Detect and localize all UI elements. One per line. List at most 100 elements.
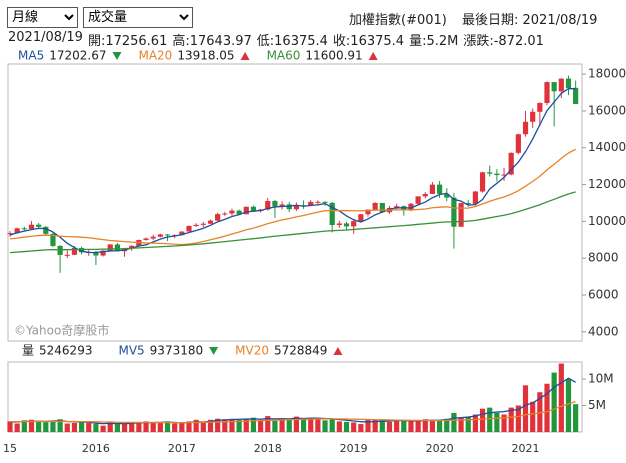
volume-bar (372, 419, 378, 432)
volume-bar (508, 407, 514, 432)
y-tick-label: 10M (588, 371, 614, 385)
candle-body (444, 193, 450, 198)
volume-bar (465, 416, 471, 432)
quote-item: 2021/08/19 (8, 30, 83, 45)
volume-bar (136, 421, 142, 432)
candle-body (522, 121, 529, 135)
mv-line (10, 401, 576, 424)
candle-body (394, 206, 400, 208)
volume-bar (329, 418, 335, 432)
volume-bar (164, 421, 171, 432)
y-tick-label: 16000 (588, 103, 626, 117)
volume-bar (172, 423, 178, 432)
candle-body (451, 197, 457, 227)
x-tick-label: 2017 (168, 442, 196, 455)
volume-bar (444, 418, 450, 432)
volume-bar (472, 414, 478, 432)
volume-bar (336, 421, 342, 432)
legend-name: 量 (22, 344, 34, 358)
ma-line (9, 148, 576, 246)
volume-bar (551, 372, 557, 432)
candle-body (7, 233, 13, 235)
legend-name: MA20 (138, 49, 172, 63)
candle-body (179, 231, 185, 236)
candle-body (437, 184, 443, 194)
legend-value: 5246293 (39, 344, 92, 358)
indicator-select[interactable]: 成交量 (83, 7, 193, 28)
volume-bar (28, 419, 35, 432)
volume-bar (522, 385, 529, 432)
volume-bar (207, 419, 214, 432)
volume-bar (157, 422, 163, 432)
candle-body (422, 193, 428, 197)
candle-body (551, 82, 557, 92)
candle-body (164, 234, 171, 236)
candle-body (408, 203, 414, 210)
candle-body (472, 191, 478, 205)
x-tick-label: 2016 (82, 442, 110, 455)
candle-body (21, 228, 27, 230)
trend-arrow (209, 347, 219, 355)
candle-body (415, 196, 421, 204)
volume-bar (79, 422, 85, 432)
candle-body (114, 244, 120, 252)
candle-body (129, 245, 135, 249)
volume-bar (365, 419, 371, 432)
volume-bar (243, 418, 249, 432)
candle-body (365, 209, 371, 215)
volume-bar (308, 418, 314, 432)
y-tick-label: 8000 (588, 251, 619, 265)
volume-bar (114, 423, 120, 432)
volume-bar (429, 419, 436, 432)
volume-bar (7, 421, 13, 432)
volume-bar (501, 414, 507, 432)
legend-name: MA60 (267, 49, 301, 63)
price-frame (7, 63, 583, 342)
candle-body (573, 87, 579, 105)
quote-item: 低:16375.4 (256, 34, 328, 49)
volume-bar (121, 424, 128, 432)
candle-body (243, 206, 249, 215)
candle-body (372, 202, 378, 210)
candle-body (565, 78, 572, 88)
candle-body (322, 201, 328, 203)
candle-body (100, 250, 106, 256)
quote-row: 2021/08/19 開:17256.61 高:17643.97 低:16375.4 收… (8, 30, 544, 49)
period-select[interactable]: 月線 (7, 7, 78, 28)
legend-value: 5728849 (274, 344, 327, 358)
volume-bar (573, 404, 579, 432)
volume-bar (279, 418, 285, 432)
candle-body (293, 205, 299, 210)
volume-bar (479, 408, 486, 432)
last-date: 最後日期: 2021/08/19 (462, 13, 598, 28)
candle-body (279, 204, 285, 207)
candle-body (508, 152, 514, 175)
legend-value: 13918.05 (177, 49, 234, 63)
candle-body (537, 103, 543, 112)
volume-bar (258, 420, 264, 432)
y-tick-label: 14000 (588, 140, 626, 154)
mv-line (10, 377, 576, 425)
candle-body (487, 172, 493, 174)
y-tick-label: 18000 (588, 67, 626, 81)
candle-body (379, 202, 385, 213)
volume-bar (537, 392, 543, 432)
volume-bar (129, 422, 135, 432)
candle-body (43, 226, 49, 234)
volume-bar (515, 405, 521, 432)
volume-bar (358, 424, 364, 432)
volume-bar (379, 419, 385, 432)
legend-value: 11600.91 (305, 49, 362, 63)
candle-body (107, 244, 113, 251)
volume-bar (401, 420, 407, 432)
trend-arrow (333, 347, 343, 355)
candle-body (71, 247, 78, 255)
quote-item: 量:5.2M (409, 34, 459, 49)
candle-body (14, 228, 20, 234)
volume-bar (544, 383, 550, 432)
legend-value: 17202.67 (49, 49, 106, 63)
volume-bar (71, 422, 78, 432)
volume-bar (487, 407, 493, 432)
